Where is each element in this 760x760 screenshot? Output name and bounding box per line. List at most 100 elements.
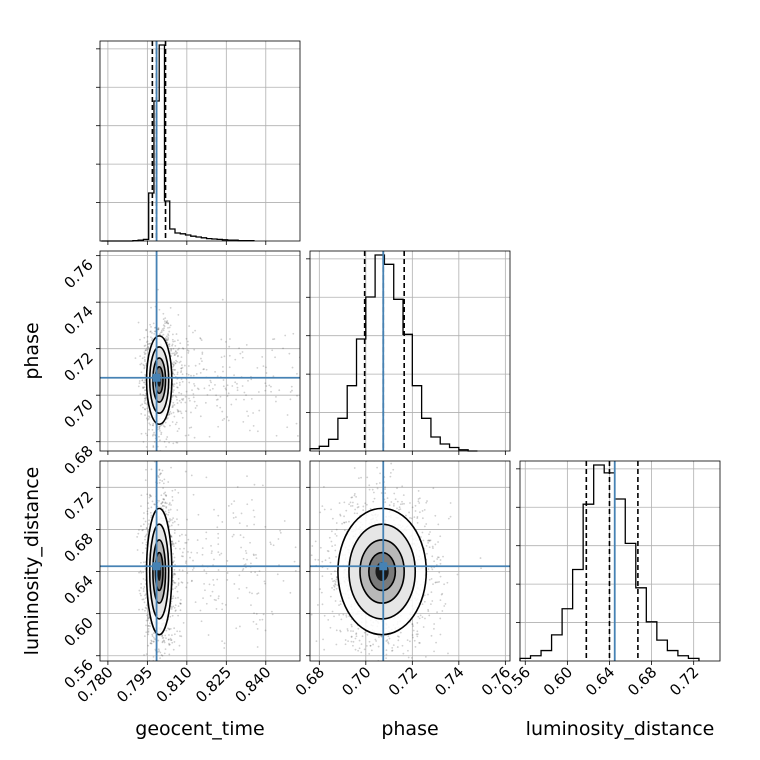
sample-point: [137, 321, 140, 324]
sample-point: [193, 436, 196, 439]
sample-point: [169, 352, 172, 355]
sample-point: [147, 630, 150, 633]
sample-point: [161, 640, 164, 643]
sample-point: [167, 322, 169, 325]
sample-point: [434, 514, 437, 517]
sample-point: [164, 501, 167, 504]
sample-point: [172, 543, 175, 545]
y-tick-label: 0.60: [60, 614, 96, 650]
sample-point: [368, 484, 371, 487]
sample-point: [335, 587, 338, 590]
sample-point: [245, 344, 248, 346]
sample-point: [351, 496, 354, 499]
sample-point: [155, 452, 157, 454]
sample-point: [151, 428, 154, 431]
sample-point: [165, 320, 168, 323]
sample-point: [324, 559, 327, 562]
sample-point: [168, 634, 170, 636]
sample-point: [149, 642, 152, 645]
sample-point: [216, 398, 219, 401]
sample-point: [436, 558, 439, 560]
sample-point: [144, 396, 147, 399]
sample-point: [151, 633, 154, 636]
sample-point: [221, 410, 224, 413]
sample-point: [146, 434, 149, 437]
sample-point: [369, 665, 371, 667]
sample-point: [401, 500, 403, 503]
sample-point: [164, 421, 167, 424]
sample-point: [350, 505, 352, 507]
sample-point: [188, 426, 191, 429]
sample-point: [236, 389, 239, 392]
sample-point: [176, 518, 178, 521]
sample-point: [432, 487, 435, 490]
sample-point: [408, 511, 410, 514]
sample-point: [146, 343, 149, 346]
sample-point: [350, 635, 353, 638]
sample-point: [178, 381, 181, 384]
sample-point: [177, 596, 179, 599]
sample-point: [144, 383, 147, 386]
sample-point: [173, 572, 175, 575]
sample-point: [215, 394, 218, 397]
sample-point: [142, 386, 145, 389]
sample-point: [179, 602, 181, 605]
sample-point: [296, 560, 298, 562]
sample-point: [163, 498, 165, 501]
sample-point: [185, 373, 188, 375]
sample-point: [391, 649, 394, 652]
sample-point: [140, 362, 143, 365]
sample-point: [160, 431, 163, 434]
sample-point: [419, 614, 422, 617]
sample-point: [157, 648, 160, 651]
sample-point: [427, 568, 430, 570]
sample-point: [334, 583, 337, 586]
sample-point: [431, 600, 434, 602]
sample-point: [174, 344, 177, 347]
sample-point: [165, 494, 168, 497]
sample-point: [191, 579, 193, 582]
sample-point: [414, 440, 416, 442]
sample-point: [139, 404, 142, 407]
sample-point: [205, 572, 208, 575]
sample-point: [172, 552, 175, 555]
sample-point: [216, 404, 218, 407]
sample-point: [191, 452, 193, 454]
sample-point: [360, 651, 363, 654]
sample-point: [244, 563, 247, 566]
sample-point: [412, 625, 415, 627]
sample-point: [178, 399, 181, 402]
sample-point: [256, 574, 259, 577]
sample-point: [291, 389, 293, 392]
sample-point: [143, 367, 146, 370]
sample-point: [252, 424, 255, 427]
sample-point: [177, 313, 180, 316]
sample-point: [180, 581, 183, 584]
sample-point: [414, 510, 417, 512]
sample-point: [401, 644, 404, 647]
sample-point: [242, 568, 245, 570]
sample-point: [334, 600, 337, 602]
sample-point: [341, 522, 344, 525]
sample-point: [171, 406, 174, 409]
sample-point: [196, 551, 199, 554]
sample-point: [149, 511, 152, 514]
sample-point: [161, 634, 164, 637]
sample-point: [177, 614, 179, 617]
sample-point: [212, 584, 215, 586]
sample-point: [431, 666, 433, 668]
truth-marker: [379, 562, 388, 571]
sample-point: [165, 495, 168, 497]
sample-point: [430, 577, 433, 580]
sample-point: [142, 523, 145, 526]
sample-point: [253, 554, 255, 557]
sample-point: [372, 643, 375, 646]
sample-point: [416, 515, 419, 518]
sample-point: [234, 381, 237, 384]
sample-point: [385, 657, 388, 660]
sample-point: [258, 409, 261, 412]
sample-point: [168, 642, 170, 645]
panel-frame: [99, 40, 301, 242]
sample-point: [437, 523, 440, 526]
sample-point: [233, 374, 235, 377]
